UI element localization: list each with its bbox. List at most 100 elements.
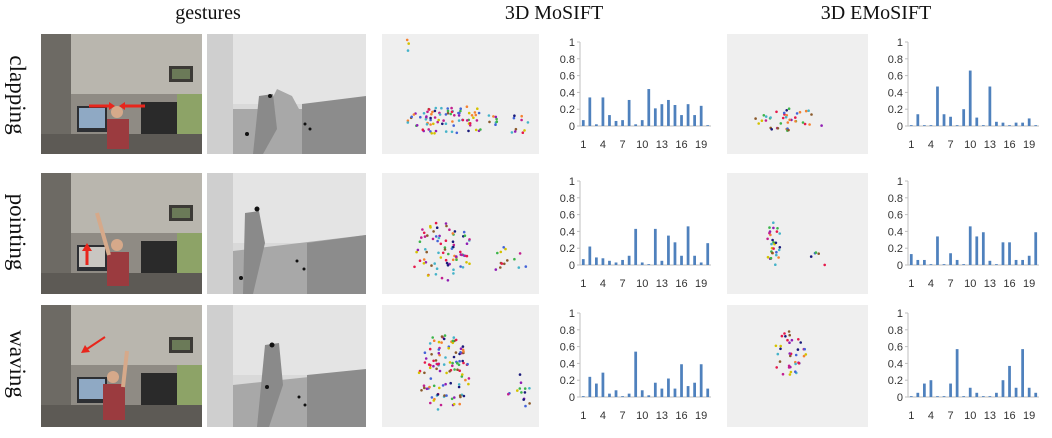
keypoint-dot	[799, 341, 802, 344]
keypoint-dot	[444, 382, 447, 386]
y-tick-label: 1	[569, 37, 575, 49]
keypoint-dot	[435, 267, 439, 270]
depth-frame-clapping	[207, 34, 366, 154]
keypoint-dot	[444, 239, 448, 242]
histogram-bar	[909, 254, 913, 265]
x-tick-label: 19	[1023, 278, 1035, 290]
keypoint-dot	[459, 347, 463, 350]
keypoint-dot	[426, 110, 429, 114]
keypoint-dot	[444, 356, 447, 359]
keypoint-dot	[770, 242, 773, 246]
keypoint-dot	[754, 117, 757, 120]
mosift-keypoints-clapping	[382, 34, 539, 154]
keypoint-dot	[446, 107, 449, 110]
keypoint-dot	[472, 116, 475, 119]
keypoint-dot	[437, 118, 440, 122]
x-tick-label: 13	[984, 139, 996, 151]
keypoint-dot	[503, 262, 506, 266]
keypoint-dot	[457, 385, 461, 389]
keypoint-dot	[797, 361, 801, 365]
keypoint-dot	[452, 124, 455, 127]
keypoint-dot	[776, 227, 779, 230]
keypoint-dot	[461, 359, 464, 363]
keypoint-dot	[778, 360, 782, 363]
keypoint-dot	[461, 266, 465, 269]
keypoint-dot	[445, 371, 448, 375]
keypoint-dot	[797, 338, 800, 341]
x-tick-label: 7	[948, 278, 954, 290]
keypoint-dot	[449, 112, 452, 116]
keypoint-dot	[438, 369, 442, 373]
x-tick-label: 16	[675, 139, 687, 151]
x-tick-label: 1	[908, 139, 914, 151]
x-tick-label: 10	[964, 410, 976, 422]
keypoint-dot	[776, 352, 780, 356]
x-tick-label: 10	[964, 278, 976, 290]
x-tick-label: 19	[695, 410, 707, 422]
keypoint-dot	[418, 259, 422, 262]
keypoint-dot	[774, 263, 777, 266]
histogram-bar	[627, 393, 631, 397]
keypoint-dot	[444, 130, 448, 133]
histogram-bar	[673, 242, 677, 265]
keypoint-dot	[448, 361, 452, 364]
histogram-bar	[916, 114, 920, 126]
keypoint-dot	[444, 258, 448, 262]
keypoint-dot	[465, 119, 469, 122]
y-tick-label: 1	[897, 37, 903, 49]
keypoint-dot	[434, 359, 438, 362]
keypoint-dot	[787, 330, 791, 333]
keypoint-dot	[419, 115, 422, 119]
keypoint-dot	[429, 123, 432, 126]
keypoint-dot	[479, 128, 482, 131]
histogram-bar	[601, 258, 605, 265]
keypoint-dot	[787, 107, 791, 110]
x-tick-label: 7	[620, 278, 626, 290]
keypoint-dot	[444, 222, 448, 225]
y-tick-label: 0.8	[560, 54, 575, 66]
keypoint-dot	[424, 357, 428, 360]
emosift-keypoints-clapping	[727, 34, 868, 154]
keypoint-dot	[776, 127, 780, 130]
y-tick-label: 1	[569, 308, 575, 320]
histogram-bar	[647, 395, 651, 397]
rgb-frame-waving	[41, 305, 202, 427]
keypoint-dot	[428, 385, 431, 389]
histogram-bar	[588, 376, 592, 397]
x-tick-label: 13	[984, 278, 996, 290]
keypoint-dot	[502, 246, 505, 249]
y-tick-label: 0.8	[560, 325, 575, 337]
keypoint-dot	[427, 128, 430, 131]
mosift-keypoints-pointing	[382, 173, 539, 294]
histogram-bar	[975, 117, 979, 126]
keypoint-dot	[457, 111, 460, 115]
keypoint-dot	[451, 120, 454, 123]
keypoint-dot	[457, 119, 461, 122]
keypoint-dot	[421, 228, 424, 231]
keypoint-dot	[423, 386, 426, 390]
keypoint-dot	[518, 252, 522, 255]
keypoint-dot	[460, 253, 464, 257]
keypoint-dot	[438, 113, 442, 116]
keypoint-dot	[801, 121, 805, 124]
keypoint-dot	[448, 370, 451, 373]
keypoint-dot	[506, 259, 509, 262]
keypoint-dot	[430, 112, 433, 116]
keypoint-dot	[437, 340, 441, 344]
keypoint-dot	[432, 384, 436, 388]
keypoint-dot	[781, 116, 785, 120]
keypoint-dot	[441, 384, 445, 387]
keypoint-dot	[475, 119, 479, 122]
keypoint-dot	[496, 251, 499, 255]
keypoint-dot	[452, 243, 456, 247]
keypoint-dot	[757, 122, 760, 125]
keypoint-dot	[787, 366, 791, 369]
y-tick-label: 0.6	[888, 210, 903, 222]
keypoint-dot	[804, 109, 808, 113]
keypoint-dot	[436, 363, 440, 366]
keypoint-dot	[474, 113, 478, 117]
keypoint-dot	[435, 226, 439, 229]
keypoint-dot	[517, 266, 521, 269]
keypoint-dot	[769, 116, 772, 119]
keypoint-dot	[455, 255, 458, 258]
